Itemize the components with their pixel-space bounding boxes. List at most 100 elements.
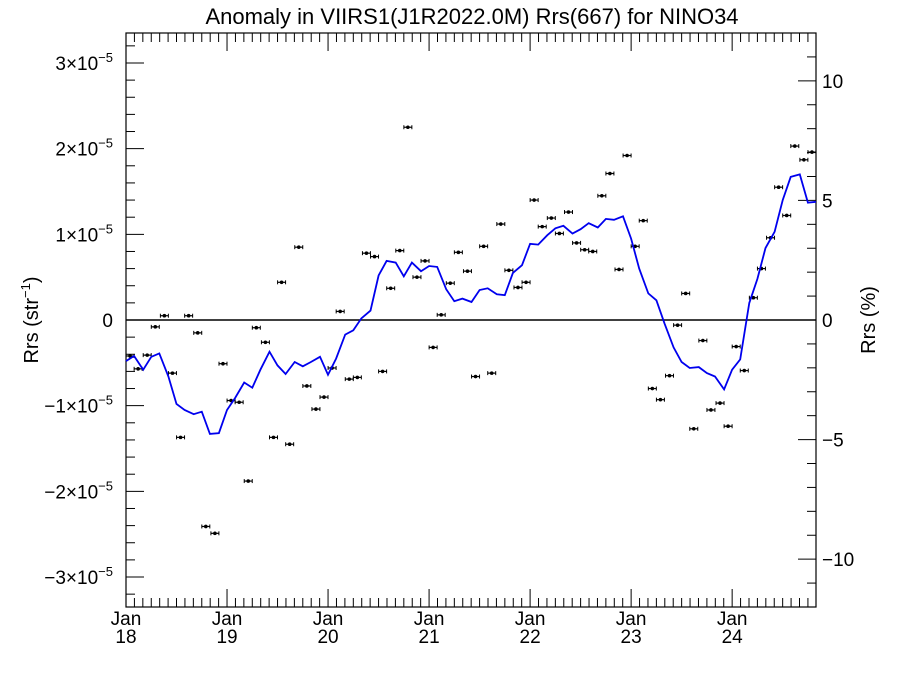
left-axis-ticks: 3×10−52×10−51×10−50−1×10−5−2×10−5−3×10−5 — [44, 45, 144, 595]
point-marker — [305, 384, 309, 388]
left-tick-label: −3×10−5 — [44, 564, 113, 589]
anomaly-point — [655, 397, 665, 402]
point-marker — [600, 193, 604, 198]
point-marker — [742, 368, 747, 373]
point-marker — [549, 216, 554, 220]
point-marker — [237, 400, 241, 405]
anomaly-point — [479, 244, 489, 249]
point-marker — [650, 386, 655, 391]
point-marker — [465, 269, 470, 273]
left-tick-label-mantissa: −3×10 — [44, 568, 98, 589]
point-marker — [162, 313, 167, 318]
anomaly-point — [378, 369, 388, 374]
anomaly-point — [361, 251, 371, 256]
anomaly-point — [294, 245, 304, 250]
x-tick-label-month: Jan — [313, 609, 344, 630]
x-tick-label-year: 24 — [722, 627, 744, 648]
left-tick-label-mantissa: 3×10 — [55, 54, 98, 75]
anomaly-point — [243, 479, 253, 484]
anomaly-point — [580, 247, 590, 252]
anomaly-point — [319, 395, 329, 400]
x-tick-label-month: Jan — [515, 609, 546, 630]
anomaly-point — [689, 426, 699, 431]
left-tick-label-exponent: −5 — [98, 393, 113, 408]
anomaly-point — [723, 424, 733, 429]
point-marker — [691, 427, 696, 431]
point-marker — [178, 435, 183, 440]
point-marker — [792, 144, 797, 148]
point-marker — [296, 245, 301, 249]
point-marker — [145, 353, 150, 357]
point-marker — [314, 407, 318, 411]
point-marker — [532, 198, 536, 202]
point-marker — [263, 340, 268, 345]
x-tick-label-month: Jan — [717, 609, 748, 630]
point-marker — [557, 231, 562, 236]
anomaly-point — [428, 345, 438, 350]
point-marker — [456, 250, 461, 255]
anomaly-point — [698, 338, 708, 343]
anomaly-point — [799, 157, 809, 162]
point-marker — [617, 267, 621, 272]
point-marker — [254, 325, 259, 330]
point-marker — [675, 323, 680, 327]
point-marker — [489, 371, 494, 375]
anomaly-point — [395, 248, 405, 253]
point-marker — [347, 377, 352, 381]
anomaly-point — [471, 374, 481, 379]
point-marker — [481, 244, 486, 249]
point-marker — [658, 397, 663, 402]
point-marker — [431, 345, 435, 350]
point-marker — [507, 268, 511, 273]
point-marker — [423, 259, 427, 263]
anomaly-point — [453, 250, 463, 255]
point-marker — [287, 442, 292, 447]
anomaly-point — [445, 281, 455, 286]
left-tick-label-exponent: −5 — [98, 478, 113, 493]
point-marker — [516, 285, 520, 290]
point-marker — [625, 153, 629, 158]
anomaly-point — [622, 153, 632, 158]
right-tick-label: −10 — [822, 550, 854, 571]
point-marker — [540, 224, 545, 229]
x-tick-label-year: 20 — [317, 627, 338, 648]
point-marker — [701, 338, 705, 343]
anomaly-point — [142, 353, 152, 358]
anomaly-point — [133, 366, 143, 371]
point-marker — [128, 354, 132, 358]
y-axis-label-left-exponent: −1 — [18, 283, 33, 298]
point-marker — [136, 367, 140, 371]
left-tick-label: −1×10−5 — [44, 393, 113, 418]
anomaly-point — [715, 401, 725, 406]
anomaly-point — [150, 324, 160, 329]
left-tick-label-exponent: −5 — [98, 50, 113, 65]
anomaly-point — [285, 442, 295, 447]
point-marker — [751, 295, 756, 300]
point-marker — [566, 210, 571, 214]
anomaly-point — [638, 218, 648, 223]
point-marker — [726, 424, 730, 429]
anomaly-point — [807, 150, 817, 155]
anomaly-point — [218, 361, 228, 366]
x-tick-label-month: Jan — [414, 609, 445, 630]
anomaly-point — [529, 198, 539, 203]
anomaly-point — [210, 531, 220, 536]
anomaly-point — [201, 524, 211, 529]
anomaly-point — [167, 371, 177, 376]
anomaly-point — [251, 325, 261, 330]
anomaly-point — [403, 125, 413, 130]
right-tick-label: 0 — [822, 311, 833, 332]
anomaly-point — [184, 313, 194, 318]
left-tick-label-mantissa: 1×10 — [55, 225, 98, 246]
point-marker — [406, 125, 410, 130]
y-axis-label-left-close: ) — [21, 276, 43, 283]
anomaly-point — [159, 313, 169, 318]
anomaly-point — [386, 286, 396, 291]
anomaly-point — [673, 323, 683, 328]
point-marker — [641, 218, 646, 223]
anomaly-point — [706, 407, 716, 412]
anomaly-point — [352, 375, 362, 380]
anomaly-point — [370, 254, 380, 259]
point-marker — [195, 331, 200, 335]
